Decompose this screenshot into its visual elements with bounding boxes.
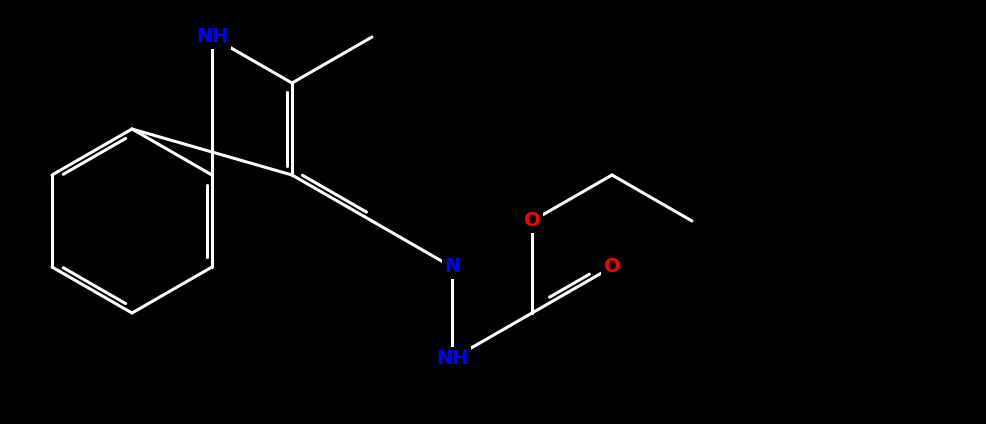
Text: N: N bbox=[444, 257, 459, 276]
Text: O: O bbox=[524, 212, 539, 231]
Text: NH: NH bbox=[195, 28, 228, 47]
Text: NH: NH bbox=[435, 349, 467, 368]
Text: O: O bbox=[603, 257, 619, 276]
